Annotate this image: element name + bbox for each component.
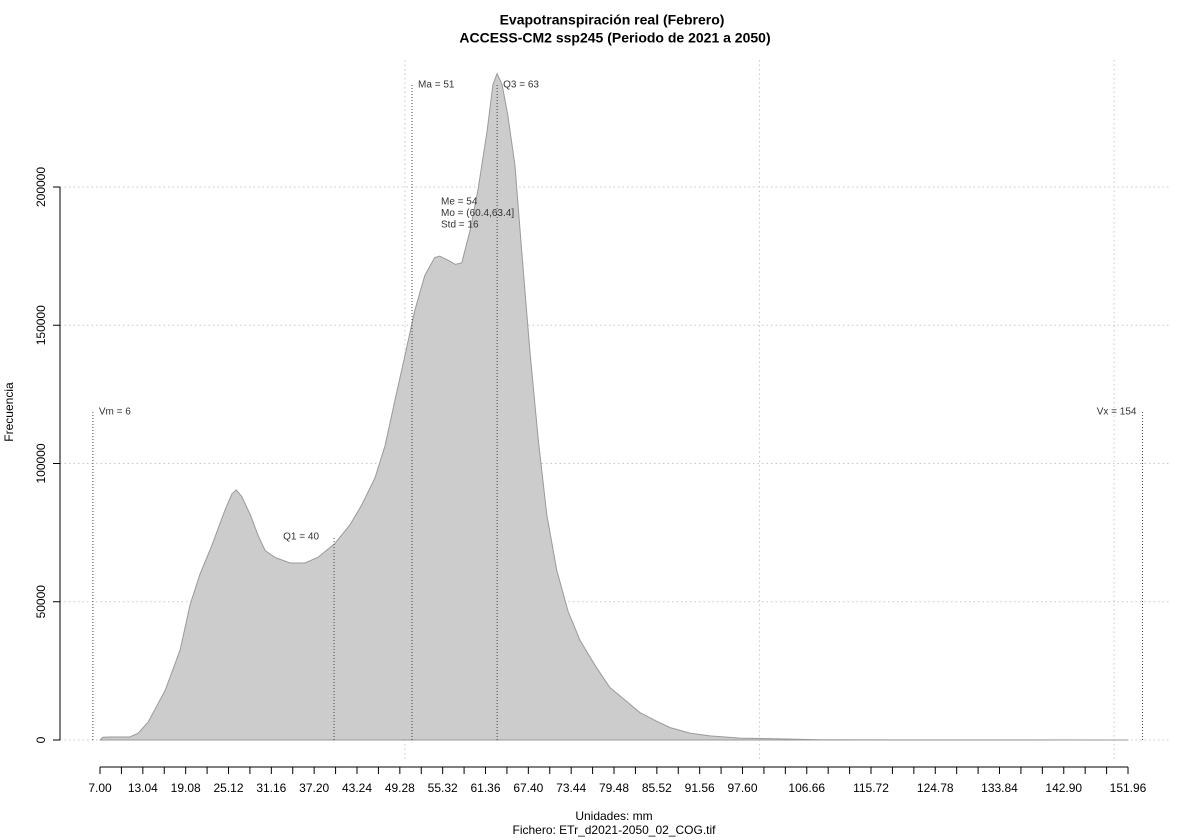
- x-tick-label: 124.78: [917, 781, 954, 795]
- y-tick-label: 0: [34, 736, 48, 743]
- x-tick-label: 43.24: [342, 781, 372, 795]
- stats-label: Me = 54: [441, 197, 478, 208]
- y-axis-label: Frecuencia: [2, 382, 16, 442]
- x-tick-label: 49.28: [385, 781, 415, 795]
- x-axis-label: Unidades: mm: [575, 809, 652, 823]
- y-tick-label: 150000: [34, 305, 48, 345]
- caption: Fichero: ETr_d2021-2050_02_COG.tif: [513, 823, 717, 837]
- x-tick-label: 13.04: [128, 781, 158, 795]
- annotation-label: Q3 = 63: [503, 80, 539, 91]
- stats-label: Mo = (60.4,63.4]: [441, 208, 514, 219]
- x-tick-label: 91.56: [685, 781, 715, 795]
- x-tick-label: 106.66: [788, 781, 825, 795]
- stats-label: Std = 16: [441, 220, 479, 231]
- chart-title: Evapotranspiración real (Febrero): [500, 12, 725, 28]
- x-tick-label: 133.84: [981, 781, 1018, 795]
- y-tick-label: 200000: [34, 167, 48, 207]
- x-tick-label: 67.40: [513, 781, 543, 795]
- x-tick-label: 85.52: [642, 781, 672, 795]
- x-tick-label: 19.08: [171, 781, 201, 795]
- annotation-label: Vm = 6: [99, 407, 131, 418]
- x-tick-label: 142.90: [1045, 781, 1082, 795]
- annotation-label: Ma = 51: [418, 80, 455, 91]
- x-tick-label: 151.96: [1110, 781, 1147, 795]
- density-area: [99, 72, 1129, 741]
- x-tick-label: 37.20: [299, 781, 329, 795]
- y-tick-label: 50000: [34, 585, 48, 619]
- annotation-label: Q1 = 40: [283, 532, 319, 543]
- x-tick-label: 79.48: [599, 781, 629, 795]
- x-tick-label: 31.16: [256, 781, 286, 795]
- chart-subtitle: ACCESS-CM2 ssp245 (Periodo de 2021 a 205…: [459, 30, 770, 46]
- x-tick-label: 97.60: [727, 781, 757, 795]
- x-tick-label: 55.32: [428, 781, 458, 795]
- annotation-label: Vx = 154: [1097, 407, 1137, 418]
- x-tick-label: 7.00: [88, 781, 112, 795]
- x-tick-label: 61.36: [470, 781, 500, 795]
- x-tick-label: 25.12: [213, 781, 243, 795]
- y-tick-label: 100000: [34, 443, 48, 483]
- x-tick-label: 115.72: [853, 781, 889, 795]
- x-tick-label: 73.44: [556, 781, 586, 795]
